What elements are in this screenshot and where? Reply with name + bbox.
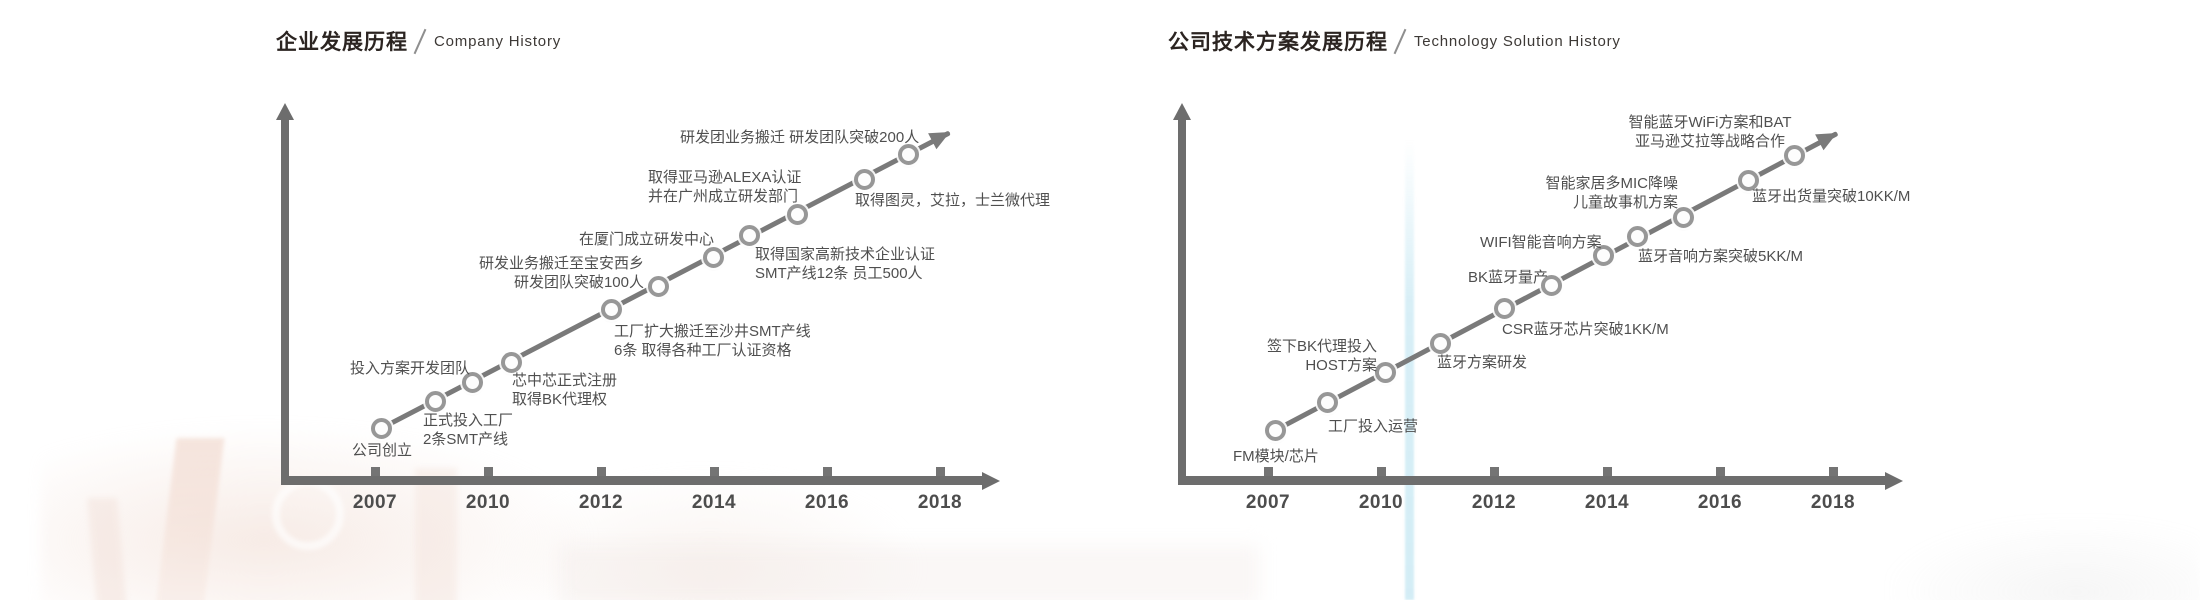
chart-title-cn: 企业发展历程: [276, 31, 408, 54]
x-axis-line: [281, 476, 982, 485]
x-axis-tick: [1264, 467, 1273, 476]
milestone-node: [1264, 419, 1286, 441]
bg-furniture-leg: [87, 498, 127, 600]
x-axis-tick: [1490, 467, 1499, 476]
x-axis-tick: [1603, 467, 1612, 476]
x-axis-year-label: 2014: [691, 492, 737, 513]
milestone-node: [853, 168, 875, 190]
milestone-label: 研发团业务搬迁 研发团队突破200人: [680, 129, 920, 146]
milestone-label: 蓝牙出货量突破10KK/M: [1752, 188, 1911, 205]
milestone-node: [424, 390, 446, 412]
milestone-label: 取得国家高新技术企业认证 SMT产线12条 员工500人: [755, 246, 936, 282]
milestone-node: [702, 246, 724, 268]
milestone-label: 工厂扩大搬迁至沙井SMT产线 6条 取得各种工厂认证资格: [614, 323, 811, 359]
y-axis-arrow-icon: [1173, 103, 1191, 120]
x-axis-tick: [1829, 467, 1838, 476]
x-axis-arrow-icon: [982, 471, 1000, 490]
milestone-node: [1626, 225, 1648, 247]
x-axis-year-label: 2014: [1584, 492, 1630, 513]
title-slash-divider: [413, 28, 427, 54]
milestone-label: CSR蓝牙芯片突破1KK/M: [1502, 321, 1669, 338]
milestone-label: 签下BK代理投入 HOST方案: [1266, 338, 1377, 374]
title-slash-divider: [1393, 28, 1407, 54]
x-axis-tick: [484, 467, 493, 476]
milestone-label: 取得图灵，艾拉，士兰微代理: [855, 192, 1051, 209]
milestone-node: [897, 143, 919, 165]
chart-title-cn: 公司技术方案发展历程: [1168, 31, 1388, 54]
x-axis-year-label: 2016: [804, 492, 850, 513]
milestone-node: [500, 351, 522, 373]
milestone-node: [647, 275, 669, 297]
milestone-label: 取得亚马逊ALEXA认证 并在广州成立研发部门: [648, 169, 802, 205]
milestone-label: 蓝牙方案研发: [1437, 354, 1528, 371]
milestone-label: WIFI智能音响方案: [1480, 234, 1602, 251]
x-axis-tick: [710, 467, 719, 476]
milestone-node: [786, 203, 808, 225]
milestone-label: 研发业务搬迁至宝安西乡 研发团队突破100人: [478, 255, 644, 291]
milestone-node: [738, 224, 760, 246]
milestone-node: [1540, 274, 1562, 296]
milestone-node: [1493, 297, 1515, 319]
y-axis-line: [281, 120, 289, 484]
bg-furniture-leg: [155, 438, 225, 600]
milestone-label: 蓝牙音响方案突破5KK/M: [1638, 248, 1804, 265]
x-axis-year-label: 2018: [1810, 492, 1856, 513]
chart-title-en: Company History: [434, 32, 562, 50]
x-axis-line: [1178, 476, 1885, 485]
x-axis-year-label: 2010: [1358, 492, 1404, 513]
milestone-node: [1374, 361, 1396, 383]
x-axis-year-label: 2007: [1245, 492, 1291, 513]
x-axis-tick: [1377, 467, 1386, 476]
milestone-label: 公司创立: [352, 442, 413, 459]
milestone-node: [1592, 244, 1614, 266]
milestone-label: 投入方案开发团队: [350, 360, 471, 377]
x-axis-year-label: 2012: [578, 492, 624, 513]
timeline-chart-company-history: 企业发展历程 Company History 2007 2010 2012 2014 2…: [240, 0, 1120, 600]
milestone-label: 智能家居多MIC降噪 儿童故事机方案: [1545, 175, 1679, 211]
x-axis-tick: [823, 467, 832, 476]
chart-title: 企业发展历程 Company History: [276, 26, 561, 56]
milestone-label: FM模块/芯片: [1233, 448, 1319, 465]
milestone-node: [1316, 391, 1338, 413]
y-axis-arrow-icon: [276, 103, 294, 120]
milestone-node: [1783, 144, 1805, 166]
x-axis-tick: [1716, 467, 1725, 476]
x-axis-year-label: 2018: [917, 492, 963, 513]
y-axis-line: [1178, 120, 1186, 484]
trend-arrowhead-icon: [928, 124, 955, 150]
milestone-label: BK蓝牙量产: [1468, 269, 1549, 286]
x-axis-tick: [936, 467, 945, 476]
x-axis-tick: [371, 467, 380, 476]
milestone-node: [1737, 169, 1759, 191]
x-axis-tick: [597, 467, 606, 476]
milestone-label: 智能蓝牙WiFi方案和BAT 亚马逊艾拉等战略合作: [1628, 114, 1792, 150]
x-axis-year-label: 2016: [1697, 492, 1743, 513]
chart-title-en: Technology Solution History: [1414, 32, 1621, 50]
timeline-chart-technology-history: 公司技术方案发展历程 Technology Solution History 2…: [1140, 0, 1940, 600]
milestone-label: 在厦门成立研发中心: [579, 231, 715, 248]
x-axis-year-label: 2012: [1471, 492, 1517, 513]
milestone-label: 工厂投入运营: [1328, 418, 1419, 435]
milestone-label: 正式投入工厂 2条SMT产线: [423, 412, 514, 448]
milestone-node: [461, 371, 483, 393]
trend-arrowhead-icon: [1815, 125, 1842, 151]
milestone-node: [1429, 332, 1451, 354]
chart-title: 公司技术方案发展历程 Technology Solution History: [1168, 26, 1621, 56]
x-axis-arrow-icon: [1885, 471, 1903, 490]
milestone-label: 芯中芯正式注册 取得BK代理权: [512, 372, 618, 408]
milestone-node: [600, 298, 622, 320]
x-axis-year-label: 2007: [352, 492, 398, 513]
milestone-node: [1672, 206, 1694, 228]
x-axis-year-label: 2010: [465, 492, 511, 513]
milestone-node: [370, 417, 392, 439]
